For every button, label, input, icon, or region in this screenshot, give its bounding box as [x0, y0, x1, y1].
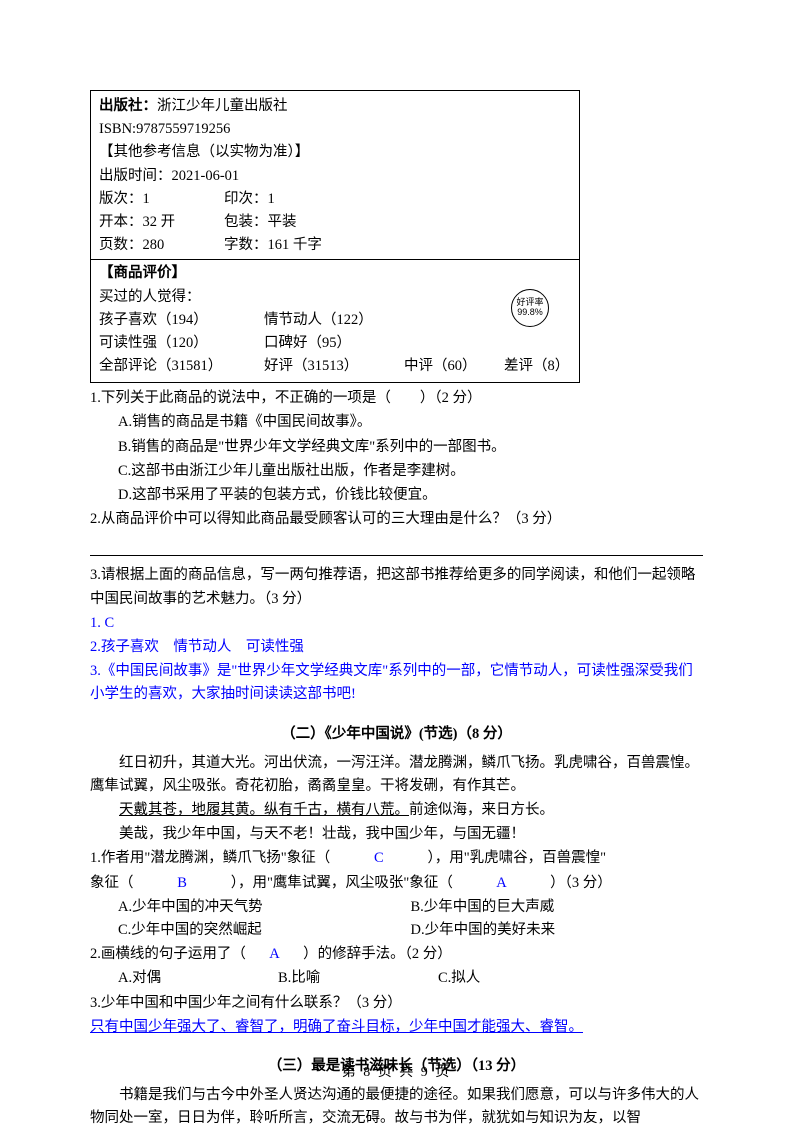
sec2-q2: 2.画横线的句子运用了（ A ）的修辞手法。（2 分）	[90, 943, 703, 966]
section-2-title: （二）《少年中国说》(节选)（8 分）	[90, 723, 703, 746]
sec2-opt-a: A.少年中国的冲天气势	[118, 896, 411, 919]
print-value: 1	[268, 191, 275, 207]
isbn-row: ISBN: 9787559719256	[99, 118, 571, 141]
q3-stem: 3.请根据上面的商品信息，写一两句推荐语，把这部书推荐给更多的同学阅读，和他们一…	[90, 564, 703, 610]
sec2-q1-b: ），用"乳虎啸谷，百兽震惶"	[427, 850, 606, 866]
sec2-q2-a: 2.画横线的句子运用了（	[90, 946, 246, 962]
pack-label: 包装：	[224, 214, 268, 230]
publisher-value: 浙江少年儿童出版社	[157, 95, 288, 118]
sec2-q2-opts: A.对偶 B.比喻 C.拟人	[90, 967, 703, 990]
sec2-p3: 美哉，我少年中国，与天不老！壮哉，我中国少年，与国无疆！	[90, 823, 703, 846]
tag-row-1: 孩子喜欢（194） 情节动人（122）	[99, 309, 571, 332]
sec2-q2-opt-b: B.比喻	[278, 967, 438, 990]
sec2-q1-line2: 象征（ B ），用"鹰隼试翼，风尘吸张"象征（ A ）（3 分）	[90, 872, 703, 895]
q1-opt-a: A.销售的商品是书籍《中国民间故事》。	[90, 411, 703, 434]
tag-4: 口碑好（95）	[264, 332, 351, 355]
mid-reviews: 中评（60）	[404, 355, 504, 378]
other-info-header: 【其他参考信息（以实物为准）】	[99, 141, 571, 164]
answer-blank-1	[90, 534, 703, 556]
edition-value: 1	[143, 191, 150, 207]
sec2-q1-opts-row2: C.少年中国的突然崛起 D.少年中国的美好未来	[90, 919, 703, 942]
sec2-opt-d: D.少年中国的美好未来	[411, 919, 704, 942]
q2-stem: 2.从商品评价中可以得知此商品最受顾客认可的三大理由是什么？（3 分）	[90, 508, 703, 531]
buyers-feel: 买过的人觉得：	[99, 286, 571, 309]
q1-opt-c: C.这部书由浙江少年儿童出版社出版，作者是李建树。	[90, 460, 703, 483]
sec2-q1-e: ）（3 分）	[550, 875, 612, 891]
words-label: 字数：	[224, 237, 268, 253]
sec2-q2-opt-c: C.拟人	[438, 967, 480, 990]
sec3-p1: 书籍是我们与古今中外圣人贤达沟通的最便捷的途径。如果我们愿意，可以与许多伟大的人…	[90, 1084, 703, 1130]
sec2-p2-rest: 前途似海，来日方长。	[409, 802, 554, 818]
page-footer: 第 8 页 共 9 页	[0, 1062, 793, 1084]
publisher-label: 出版社：	[99, 95, 157, 118]
q1-stem: 1.下列关于此商品的说法中，不正确的一项是（ ）（2 分）	[90, 387, 703, 410]
review-header: 【商品评价】	[99, 262, 571, 285]
sec2-q1-ans-a: A	[456, 872, 546, 895]
answer-2: 2.孩子喜欢 情节动人 可读性强	[90, 636, 703, 659]
product-info-box: 好评率 99.8% 出版社： 浙江少年儿童出版社 ISBN: 978755971…	[90, 90, 580, 383]
format-value: 32 开	[143, 214, 176, 230]
q1-opt-b: B.销售的商品是"世界少年文学经典文库"系列中的一部图书。	[90, 436, 703, 459]
tag-2: 情节动人（122）	[264, 309, 373, 332]
isbn-label: ISBN:	[99, 118, 136, 141]
format-label: 开本：	[99, 214, 143, 230]
pubtime-row: 出版时间： 2021-06-01	[99, 165, 571, 188]
pages-label: 页数：	[99, 237, 143, 253]
sec2-q3-ans: 只有中国少年强大了、睿智了，明确了奋斗目标，少年中国才能强大、睿智。	[90, 1016, 703, 1039]
edition-label: 版次：	[99, 191, 143, 207]
sec2-q2-ans: A	[250, 943, 300, 966]
print-label: 印次：	[224, 191, 268, 207]
sec2-opt-c: C.少年中国的突然崛起	[118, 919, 411, 942]
sec2-q3: 3.少年中国和中国少年之间有什么联系？（3 分）	[90, 992, 703, 1015]
sec2-q1-ans-b: B	[137, 872, 227, 895]
sec2-q1-a: 1.作者用"潜龙腾渊，鳞爪飞扬"象征（	[90, 850, 330, 866]
pubtime-value: 2021-06-01	[172, 165, 240, 188]
rating-badge: 好评率 99.8%	[511, 289, 549, 327]
sec2-p2-underline: 天戴其苍，地履其黄。纵有千古，横有八荒。	[119, 802, 409, 818]
sec2-opt-b: B.少年中国的巨大声威	[411, 896, 704, 919]
edition-row: 版次：1 印次：1	[99, 188, 571, 211]
isbn-value: 9787559719256	[136, 118, 230, 141]
pack-value: 平装	[268, 214, 297, 230]
sec2-q2-b: ）的修辞手法。（2 分）	[303, 946, 452, 962]
words-value: 161 千字	[268, 237, 322, 253]
pages-row: 页数：280 字数：161 千字	[99, 234, 571, 257]
pages-value: 280	[143, 237, 165, 253]
sec2-q1-ans-c: C	[334, 847, 424, 870]
divider	[91, 259, 579, 260]
sec2-p1: 红日初升，其道大光。河出伏流，一泻汪洋。潜龙腾渊，鳞爪飞扬。乳虎啸谷，百兽震惶。…	[90, 752, 703, 798]
bad-reviews: 差评（8）	[504, 355, 569, 378]
sec2-q2-opt-a: A.对偶	[118, 967, 278, 990]
publisher-row: 出版社： 浙江少年儿童出版社	[99, 95, 571, 118]
q1-opt-d: D.这部书采用了平装的包装方式，价钱比较便宜。	[90, 484, 703, 507]
sec2-q1-line1: 1.作者用"潜龙腾渊，鳞爪飞扬"象征（ C ），用"乳虎啸谷，百兽震惶"	[90, 847, 703, 870]
sec2-q1-c: 象征（	[90, 875, 134, 891]
sec2-p2: 天戴其苍，地履其黄。纵有千古，横有八荒。前途似海，来日方长。	[90, 799, 703, 822]
tag-row-2: 可读性强（120） 口碑好（95）	[99, 332, 571, 355]
sec2-q1-opts-row1: A.少年中国的冲天气势 B.少年中国的巨大声威	[90, 896, 703, 919]
answer-3: 3.《中国民间故事》是"世界少年文学经典文库"系列中的一部，它情节动人，可读性强…	[90, 660, 703, 706]
answer-1: 1. C	[90, 612, 703, 635]
tag-3: 可读性强（120）	[99, 332, 264, 355]
badge-value: 99.8%	[512, 308, 548, 318]
pubtime-label: 出版时间：	[99, 165, 172, 188]
tag-1: 孩子喜欢（194）	[99, 309, 264, 332]
review-counts: 全部评论（31581） 好评（31513） 中评（60） 差评（8）	[99, 355, 571, 378]
good-reviews: 好评（31513）	[264, 355, 404, 378]
all-reviews: 全部评论（31581）	[99, 355, 264, 378]
sec2-q1-d: ），用"鹰隼试翼，风尘吸张"象征（	[231, 875, 453, 891]
format-row: 开本：32 开 包装：平装	[99, 211, 571, 234]
